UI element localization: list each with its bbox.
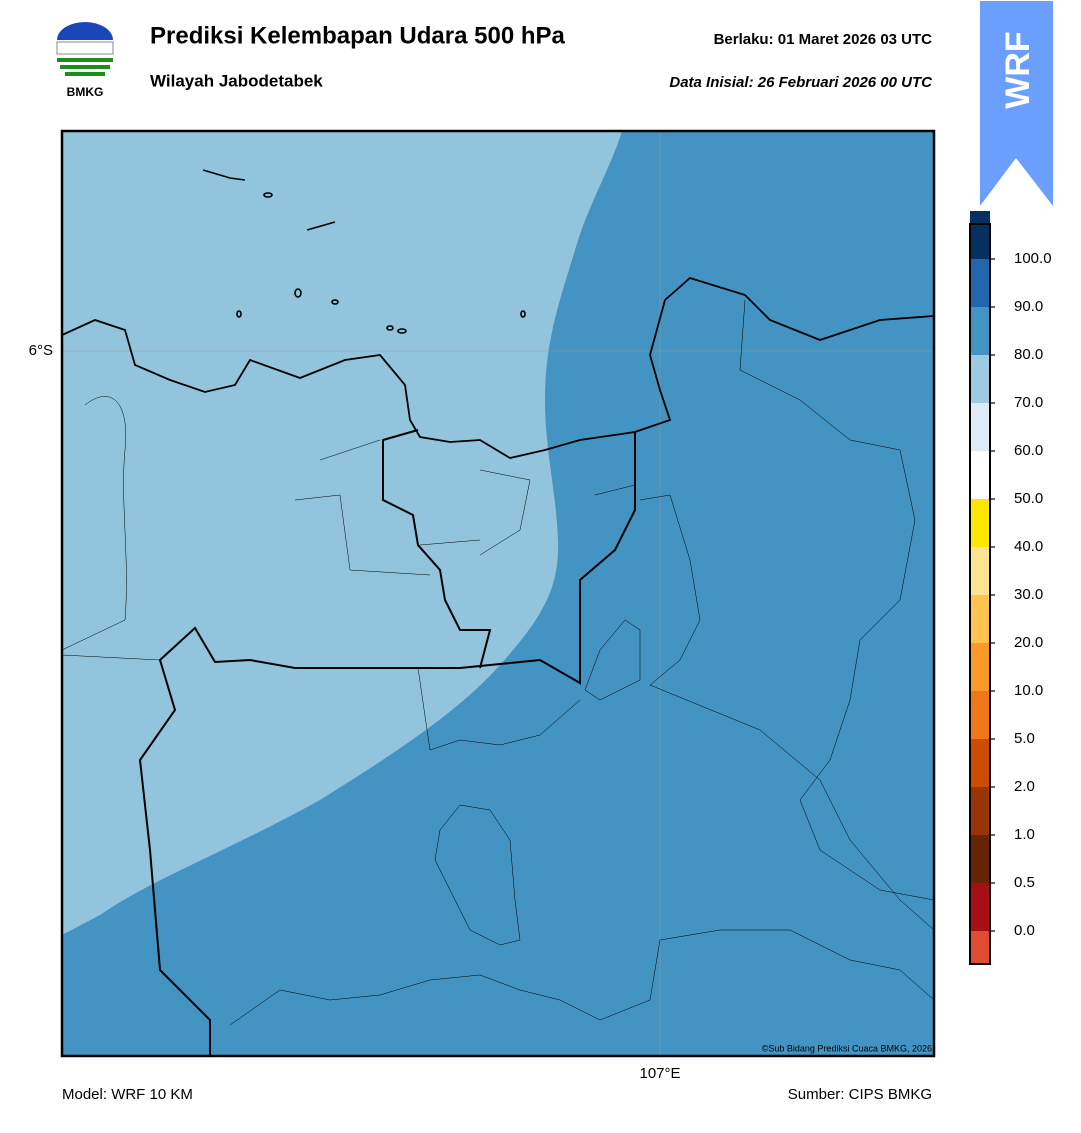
colorbar-segment <box>970 595 990 643</box>
colorbar-segment <box>970 643 990 691</box>
colorbar-segment <box>970 307 990 355</box>
colorbar-tick-label: 80.0 <box>1014 346 1043 363</box>
colorbar-frame <box>969 223 991 965</box>
colorbar-tick-label: 30.0 <box>1014 586 1043 603</box>
lon-label: 107°E <box>639 1065 680 1082</box>
lat-label: 6°S <box>29 342 53 359</box>
colorbar-tick-label: 70.0 <box>1014 394 1043 411</box>
colorbar-segment <box>970 835 990 883</box>
model-label: Model: WRF 10 KM <box>62 1086 193 1103</box>
colorbar-tick-label: 0.5 <box>1014 874 1035 891</box>
colorbar-segment <box>970 787 990 835</box>
colorbar-segment <box>970 403 990 451</box>
title: Prediksi Kelembapan Udara 500 hPa <box>150 22 566 49</box>
logo: BMKG <box>56 22 114 99</box>
wrf-badge <box>980 1 1053 206</box>
logo-text: BMKG <box>67 85 104 99</box>
colorbar-segment <box>970 739 990 787</box>
colorbar: 0.0 0.5 1.0 2.0 5.0 10.0 20.0 30.0 40.0 50.0 60.0 7… <box>969 211 1052 965</box>
colorbar-segment <box>970 211 990 259</box>
colorbar-tick-label: 20.0 <box>1014 634 1043 651</box>
colorbar-tick-label: 10.0 <box>1014 682 1043 699</box>
colorbar-segment <box>970 547 990 595</box>
map: 6°S 107°E ©Sub Bidang Prediksi Cuaca BMK… <box>29 129 936 1082</box>
init-time: Data Inisial: 26 Februari 2026 00 UTC <box>669 74 933 91</box>
valid-time: Berlaku: 01 Maret 2026 03 UTC <box>714 31 933 48</box>
colorbar-tick-label: 40.0 <box>1014 538 1043 555</box>
colorbar-tick-label: 90.0 <box>1014 298 1043 315</box>
colorbar-segment <box>970 259 990 307</box>
colorbar-tick-label: 5.0 <box>1014 730 1035 747</box>
colorbar-segment <box>970 355 990 403</box>
source-label: Sumber: CIPS BMKG <box>788 1086 932 1103</box>
colorbar-tick-label: 50.0 <box>1014 490 1043 507</box>
colorbar-tick-label: 2.0 <box>1014 778 1035 795</box>
colorbar-tick-label: 100.0 <box>1014 250 1052 267</box>
colorbar-segment <box>970 451 990 499</box>
colorbar-tick-label: 60.0 <box>1014 442 1043 459</box>
copyright: ©Sub Bidang Prediksi Cuaca BMKG, 2026 <box>762 1043 932 1053</box>
wrf-badge-text: WRF <box>999 31 1037 108</box>
colorbar-segment <box>970 691 990 739</box>
colorbar-tick-label: 1.0 <box>1014 826 1035 843</box>
colorbar-segment <box>970 883 990 931</box>
subtitle: Wilayah Jabodetabek <box>150 71 323 90</box>
colorbar-segment <box>970 931 990 964</box>
colorbar-tick-label: 0.0 <box>1014 922 1035 939</box>
colorbar-segment <box>970 499 990 547</box>
